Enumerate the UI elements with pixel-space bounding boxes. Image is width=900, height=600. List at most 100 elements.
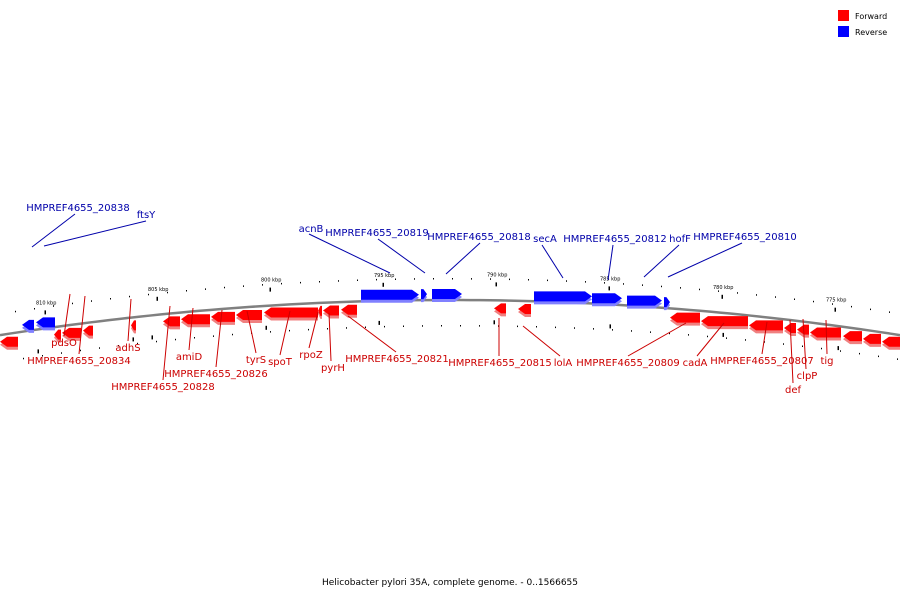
leader-line bbox=[643, 244, 680, 278]
leader-line bbox=[328, 312, 332, 362]
track-dot-outer bbox=[300, 281, 301, 284]
forward-gene-arrow bbox=[494, 303, 506, 317]
leader-line bbox=[127, 298, 132, 342]
minor-tick bbox=[37, 349, 39, 354]
forward-gene-arrow bbox=[797, 324, 809, 338]
leader-line bbox=[78, 295, 86, 355]
track-dot-inner bbox=[669, 332, 670, 335]
minor-tick bbox=[493, 320, 495, 325]
major-tick bbox=[834, 307, 836, 312]
track-dot-inner bbox=[745, 339, 746, 341]
tick-label: 785 kbp bbox=[600, 276, 620, 282]
track-dot-outer bbox=[357, 279, 358, 281]
track-dot-inner bbox=[308, 328, 309, 331]
gene-label-hmpref4655-20821: HMPREF4655_20821 bbox=[345, 354, 448, 365]
gene-body bbox=[882, 336, 900, 347]
minor-tick bbox=[151, 335, 153, 340]
track-dot-inner bbox=[764, 341, 765, 343]
track-dot-outer bbox=[15, 310, 16, 313]
track-dot-outer bbox=[205, 288, 206, 290]
reverse-gene-arrow bbox=[627, 295, 662, 309]
track-dot-outer bbox=[72, 302, 73, 305]
track-dot-inner bbox=[536, 326, 537, 328]
leader-line bbox=[308, 233, 391, 274]
track-dot-inner bbox=[422, 325, 423, 327]
gene-label-tig: tig bbox=[820, 356, 833, 367]
track-dot-inner bbox=[403, 325, 404, 327]
gene-body bbox=[518, 303, 531, 314]
minor-tick bbox=[837, 346, 839, 351]
track-dot-outer bbox=[566, 280, 567, 282]
track-dot-outer bbox=[262, 284, 263, 286]
leader-line bbox=[63, 293, 71, 337]
leader-line bbox=[31, 213, 76, 248]
forward-gene-arrow bbox=[318, 305, 322, 319]
forward-gene-arrow bbox=[323, 305, 339, 319]
forward-gene-arrow bbox=[83, 325, 93, 339]
track-dot-outer bbox=[794, 298, 795, 300]
track-dot-outer bbox=[661, 285, 662, 288]
track-dot-inner bbox=[270, 331, 271, 333]
tick-label: 775 kbp bbox=[826, 298, 846, 304]
gene-label-hmpref4655-20826: HMPREF4655_20826 bbox=[164, 369, 267, 380]
reverse-gene-arrow bbox=[22, 319, 34, 333]
track-dot-inner bbox=[175, 338, 176, 341]
reverse-gene-arrow bbox=[432, 289, 462, 303]
gene-body bbox=[701, 316, 748, 327]
leader-line bbox=[377, 238, 426, 274]
track-dot-outer bbox=[642, 284, 643, 286]
track-dot-outer bbox=[547, 279, 548, 282]
track-dot-outer bbox=[509, 278, 510, 281]
track-dot-outer bbox=[376, 278, 377, 281]
gene-body bbox=[323, 305, 339, 316]
track-dot-inner bbox=[137, 342, 138, 345]
forward-gene-arrow bbox=[518, 303, 531, 317]
track-dot-inner bbox=[802, 345, 803, 347]
leader-line bbox=[789, 319, 794, 384]
track-dot-inner bbox=[289, 329, 290, 332]
leader-line bbox=[522, 325, 561, 357]
gene-label-hoff: hofF bbox=[669, 234, 691, 245]
gene-label-pyrh: pyrH bbox=[321, 363, 345, 374]
forward-gene-arrow bbox=[62, 327, 81, 341]
major-tick bbox=[156, 296, 158, 301]
gene-label-hmpref4655-20810: HMPREF4655_20810 bbox=[693, 232, 796, 243]
track-dot-inner bbox=[859, 352, 860, 355]
leader-line bbox=[627, 322, 687, 357]
leader-line bbox=[347, 315, 397, 353]
track-dot-outer bbox=[680, 287, 681, 289]
tick-label: 780 kbp bbox=[713, 285, 733, 291]
gene-label-hmpref4655-20828: HMPREF4655_20828 bbox=[111, 382, 214, 393]
gene-body bbox=[843, 331, 862, 342]
gene-body bbox=[22, 319, 34, 330]
track-dot-outer bbox=[281, 282, 282, 285]
track-dot-outer bbox=[737, 292, 738, 294]
gene-label-def: def bbox=[785, 385, 802, 396]
gene-label-tyrs: tyrS bbox=[246, 355, 266, 366]
track-dot-outer bbox=[91, 300, 92, 302]
track-dot-outer bbox=[129, 295, 130, 298]
major-tick bbox=[721, 294, 723, 299]
reverse-gene-arrow bbox=[421, 289, 427, 303]
track-dot-inner bbox=[517, 325, 518, 328]
major-tick bbox=[495, 282, 497, 287]
track-dot-outer bbox=[167, 291, 168, 294]
gene-body bbox=[36, 317, 55, 328]
leader-line bbox=[308, 311, 319, 349]
gene-label-seca: secA bbox=[533, 234, 557, 245]
track-dot-outer bbox=[53, 305, 54, 307]
gene-body bbox=[341, 304, 357, 315]
track-dot-inner bbox=[99, 347, 100, 349]
reverse-gene-arrow bbox=[664, 297, 670, 311]
leader-line bbox=[667, 242, 743, 278]
track-dot-inner bbox=[42, 355, 43, 357]
leader-line bbox=[825, 319, 828, 355]
gene-label-lola: lolA bbox=[554, 358, 573, 369]
track-dot-inner bbox=[232, 333, 233, 336]
gene-body bbox=[664, 297, 670, 308]
gene-body bbox=[62, 327, 81, 338]
gene-body bbox=[181, 314, 210, 325]
leader-line bbox=[43, 220, 147, 247]
track-dot-inner bbox=[840, 350, 841, 352]
